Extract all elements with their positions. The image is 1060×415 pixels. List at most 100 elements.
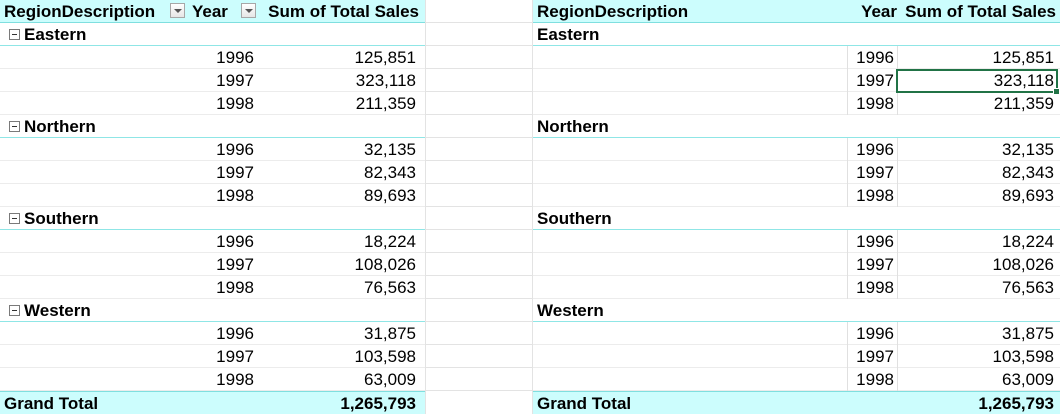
grand-total-value: 1,265,793 — [978, 394, 1054, 413]
sales-cell[interactable]: 323,118 — [897, 69, 1060, 92]
region-row-western[interactable]: Western — [0, 299, 425, 322]
header-sales[interactable]: Sum of Total Sales — [268, 2, 419, 21]
grand-total-value: 1,265,793 — [340, 394, 416, 413]
region-label: Southern — [537, 209, 612, 228]
year-cell: 1996 — [856, 324, 894, 343]
region-label: Eastern — [537, 25, 600, 44]
sales-cell: 323,118 — [355, 71, 416, 90]
table-row[interactable]: 1996 125,851 — [533, 46, 1060, 69]
minus-box-icon[interactable] — [9, 305, 20, 316]
dropdown-arrow-icon[interactable] — [170, 3, 185, 18]
year-cell: 1997 — [216, 71, 254, 90]
sales-cell: 18,224 — [364, 232, 416, 251]
table-row[interactable]: 1996 18,224 — [0, 230, 425, 253]
header-sales[interactable]: Sum of Total Sales — [905, 2, 1056, 21]
table-row[interactable]: 1996 31,875 — [0, 322, 425, 345]
year-cell: 1997 — [856, 163, 894, 182]
table-row[interactable]: 1997 82,343 — [0, 161, 425, 184]
region-row-western[interactable]: Western — [533, 299, 1060, 322]
grand-total-row[interactable]: Grand Total 1,265,793 — [0, 391, 425, 414]
year-cell: 1998 — [856, 370, 894, 389]
minus-box-icon[interactable] — [9, 121, 20, 132]
sales-cell: 76,563 — [897, 276, 1060, 299]
sales-cell: 211,359 — [897, 92, 1060, 115]
table-row[interactable]: 1997 82,343 — [533, 161, 1060, 184]
year-cell: 1997 — [216, 255, 254, 274]
year-cell: 1998 — [216, 278, 254, 297]
minus-box-icon[interactable] — [9, 213, 20, 224]
sales-cell: 31,875 — [897, 322, 1060, 345]
year-cell: 1997 — [216, 347, 254, 366]
table-row[interactable]: 1998 211,359 — [0, 92, 425, 115]
dropdown-arrow-icon[interactable] — [241, 3, 256, 18]
sales-cell: 108,026 — [897, 253, 1060, 276]
year-cell: 1996 — [216, 324, 254, 343]
region-row-southern[interactable]: Southern — [0, 207, 425, 230]
sales-cell: 76,563 — [364, 278, 416, 297]
sales-cell: 108,026 — [354, 255, 416, 274]
grand-total-label: Grand Total — [4, 394, 99, 413]
table-row[interactable]: 1996 32,135 — [0, 138, 425, 161]
sales-cell: 89,693 — [364, 186, 416, 205]
table-row[interactable]: 1997 323,118 — [533, 69, 1060, 92]
minus-box-icon[interactable] — [9, 29, 20, 40]
region-row-eastern[interactable]: Eastern — [0, 23, 425, 46]
pivot-header-row: RegionDescription Year Sum of Total Sale… — [533, 0, 1060, 23]
region-row-eastern[interactable]: Eastern — [533, 23, 1060, 46]
table-row[interactable]: 1998 63,009 — [0, 368, 425, 391]
table-row[interactable]: 1997 103,598 — [533, 345, 1060, 368]
year-cell: 1997 — [216, 163, 254, 182]
header-year[interactable]: Year — [861, 2, 897, 21]
table-row[interactable]: 1996 18,224 — [533, 230, 1060, 253]
table-row[interactable]: 1998 89,693 — [533, 184, 1060, 207]
sales-cell: 63,009 — [897, 368, 1060, 391]
region-label: Northern — [537, 117, 609, 136]
table-row[interactable]: 1996 32,135 — [533, 138, 1060, 161]
sales-cell: 32,135 — [364, 140, 416, 159]
year-cell: 1997 — [856, 71, 894, 90]
region-label: Southern — [24, 209, 99, 228]
sales-cell: 31,875 — [364, 324, 416, 343]
pivot-header-row: RegionDescription Year Sum of Total Sale… — [0, 0, 425, 23]
table-row[interactable]: 1998 63,009 — [533, 368, 1060, 391]
table-row[interactable]: 1998 76,563 — [533, 276, 1060, 299]
sales-cell: 125,851 — [897, 46, 1060, 69]
grand-total-label: Grand Total — [537, 394, 632, 413]
year-cell: 1998 — [856, 94, 894, 113]
year-cell: 1996 — [216, 48, 254, 67]
table-row[interactable]: 1996 125,851 — [0, 46, 425, 69]
table-row[interactable]: 1998 76,563 — [0, 276, 425, 299]
header-year[interactable]: Year — [192, 2, 228, 21]
sales-cell: 18,224 — [897, 230, 1060, 253]
table-row[interactable]: 1998 89,693 — [0, 184, 425, 207]
table-row[interactable]: 1997 108,026 — [533, 253, 1060, 276]
year-cell: 1996 — [216, 232, 254, 251]
empty-cells-gap — [425, 0, 533, 414]
grand-total-row[interactable]: Grand Total 1,265,793 — [533, 391, 1060, 414]
year-cell: 1998 — [856, 278, 894, 297]
sales-cell: 32,135 — [897, 138, 1060, 161]
region-row-southern[interactable]: Southern — [533, 207, 1060, 230]
region-row-northern[interactable]: Northern — [0, 115, 425, 138]
year-cell: 1998 — [856, 186, 894, 205]
header-region[interactable]: RegionDescription — [4, 2, 156, 21]
year-cell: 1996 — [856, 140, 894, 159]
region-row-northern[interactable]: Northern — [533, 115, 1060, 138]
sales-cell: 82,343 — [897, 161, 1060, 184]
table-row[interactable]: 1997 108,026 — [0, 253, 425, 276]
region-label: Western — [24, 301, 91, 320]
table-row[interactable]: 1998 211,359 — [533, 92, 1060, 115]
region-label: Northern — [24, 117, 96, 136]
sales-cell: 103,598 — [354, 347, 416, 366]
pivot-table-left[interactable]: RegionDescription Year Sum of Total Sale… — [0, 0, 425, 414]
header-region[interactable]: RegionDescription — [537, 2, 689, 21]
region-label: Eastern — [24, 25, 87, 44]
sales-cell: 211,359 — [355, 94, 416, 113]
table-row[interactable]: 1997 103,598 — [0, 345, 425, 368]
region-label: Western — [537, 301, 604, 320]
table-row[interactable]: 1997 323,118 — [0, 69, 425, 92]
sales-cell: 103,598 — [897, 345, 1060, 368]
pivot-table-right[interactable]: RegionDescription Year Sum of Total Sale… — [533, 0, 1060, 414]
table-row[interactable]: 1996 31,875 — [533, 322, 1060, 345]
